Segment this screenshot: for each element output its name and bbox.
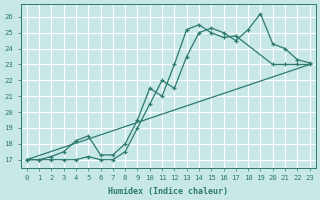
X-axis label: Humidex (Indice chaleur): Humidex (Indice chaleur) xyxy=(108,187,228,196)
